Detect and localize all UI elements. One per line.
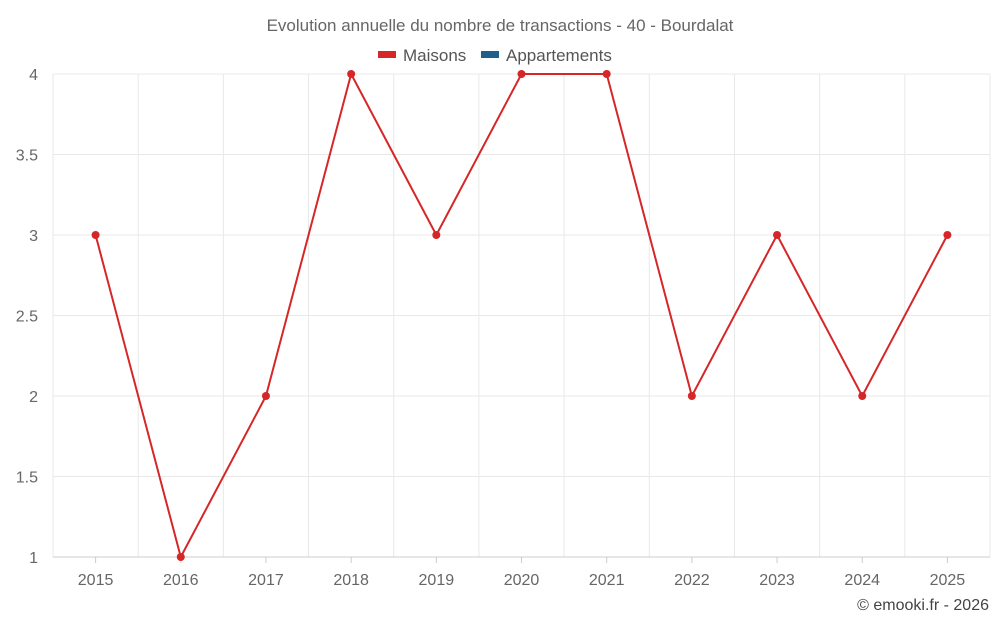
x-tick-label: 2017 (248, 572, 284, 589)
x-tick-label: 2024 (844, 572, 880, 589)
y-tick-label: 3 (29, 228, 38, 245)
y-tick-label: 2.5 (16, 309, 38, 326)
legend-label-appartements[interactable]: Appartements (506, 46, 612, 65)
data-point[interactable] (261, 392, 270, 400)
x-tick-label: 2023 (759, 572, 795, 589)
legend: Maisons Appartements (378, 46, 612, 65)
y-tick-label: 2 (29, 389, 38, 406)
chart-title: Evolution annuelle du nombre de transact… (267, 16, 734, 35)
x-tick-label: 2018 (333, 572, 369, 589)
data-point[interactable] (687, 392, 696, 400)
data-point[interactable] (91, 231, 100, 239)
x-tick-label: 2021 (589, 572, 625, 589)
x-tick-label: 2022 (674, 572, 710, 589)
data-point[interactable] (432, 231, 441, 239)
data-point[interactable] (773, 231, 782, 239)
y-tick-label: 1.5 (16, 470, 38, 487)
legend-swatch-appartements (481, 51, 499, 58)
data-point[interactable] (347, 70, 356, 78)
x-tick-label: 2025 (930, 572, 966, 589)
series-layer (91, 70, 952, 561)
data-point[interactable] (943, 231, 952, 239)
credit-text: © emooki.fr - 2026 (857, 597, 989, 614)
data-point[interactable] (176, 553, 185, 561)
x-tick-label: 2020 (504, 572, 540, 589)
y-tick-label: 1 (29, 550, 38, 567)
x-tick-label: 2015 (78, 572, 114, 589)
y-tick-label: 3.5 (16, 148, 38, 165)
x-tick-label: 2019 (419, 572, 455, 589)
data-point[interactable] (858, 392, 867, 400)
legend-swatch-maisons (378, 51, 396, 58)
y-tick-label: 4 (29, 67, 38, 84)
data-point[interactable] (602, 70, 611, 78)
data-point[interactable] (517, 70, 526, 78)
legend-label-maisons[interactable]: Maisons (403, 46, 466, 65)
grid (52, 73, 991, 558)
x-tick-label: 2016 (163, 572, 199, 589)
axes: 1 1.5 2 2.5 3 3.5 4 2015 2016 2017 2018 2019 2020 202… (16, 67, 990, 589)
